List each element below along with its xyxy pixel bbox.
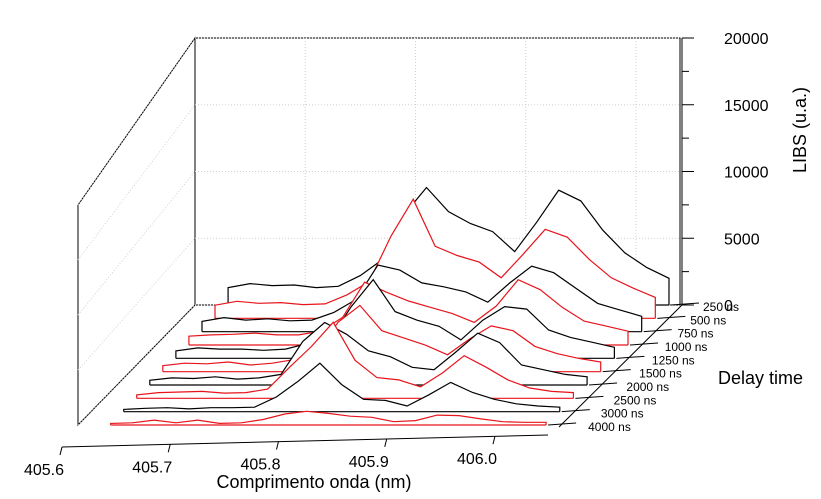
x-tick: [384, 438, 388, 447]
x-tick: [492, 435, 496, 445]
x-tick: [59, 446, 63, 456]
x-tick-label: 405.6: [24, 462, 64, 479]
delay-tick-label: 750 ns: [677, 327, 713, 341]
x-tick-label: 405.8: [240, 457, 280, 474]
series-line: [149, 321, 588, 386]
delay-tick-label: 1500 ns: [639, 367, 682, 381]
series-line: [136, 321, 575, 399]
delay-tick: [670, 302, 700, 306]
delay-tick-label: 250 ns: [703, 300, 739, 314]
z-tick-label: 20000: [724, 31, 769, 48]
delay-axis-line: [558, 304, 683, 428]
z-axis-title: LIBS (u.a.): [790, 87, 810, 173]
series-line: [214, 197, 656, 319]
z-tick-label: 5000: [724, 231, 760, 248]
series-line: [110, 410, 547, 426]
x-axis-title: Comprimento onda (nm): [216, 472, 411, 492]
delay-tick-label: 500 ns: [690, 313, 726, 327]
z-tick-label: 0: [724, 298, 733, 315]
series-fill: [110, 411, 547, 425]
grid-line-wall: [77, 37, 196, 206]
chart-series: [110, 186, 670, 426]
z-tick-label: 10000: [724, 165, 769, 182]
delay-axis-title: Delay time: [718, 368, 803, 388]
series-line: [201, 264, 643, 332]
series-line: [162, 304, 602, 372]
z-tick-label: 15000: [724, 98, 769, 115]
series-fill: [123, 363, 560, 412]
grid-line-wall: [77, 104, 196, 261]
x-tick-label: 405.7: [132, 459, 172, 476]
delay-tick: [616, 355, 645, 359]
delay-tick: [629, 342, 659, 346]
delay-tick-label: 1250 ns: [652, 353, 695, 367]
delay-tick: [602, 369, 631, 373]
x-tick: [167, 444, 171, 453]
series-line: [123, 362, 561, 412]
delay-tick-label: 3000 ns: [601, 407, 644, 421]
grid-line-wall: [77, 171, 196, 316]
delay-tick: [589, 382, 618, 386]
delay-tick-label: 4000 ns: [588, 420, 631, 434]
delay-tick-label: 1000 ns: [665, 340, 708, 354]
grid-line-wall: [77, 304, 196, 426]
x-axis-line: [61, 434, 549, 448]
series-line: [227, 186, 670, 306]
delay-tick-label: 2000 ns: [626, 380, 669, 394]
series-line: [188, 278, 629, 346]
x-tick: [276, 441, 279, 450]
x-tick-label: 406.0: [457, 451, 497, 468]
delay-tick: [657, 315, 686, 319]
delay-tick-label: 2500 ns: [614, 393, 657, 407]
series-line: [175, 278, 616, 359]
delay-tick: [643, 329, 672, 333]
x-tick-label: 405.9: [349, 454, 389, 471]
